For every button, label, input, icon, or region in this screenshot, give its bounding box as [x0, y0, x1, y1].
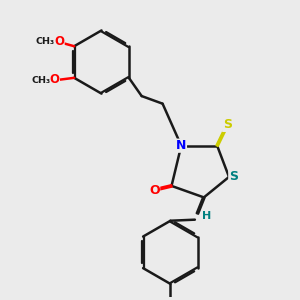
Text: CH₃: CH₃ — [36, 37, 55, 46]
Text: O: O — [50, 73, 59, 86]
Text: O: O — [149, 184, 160, 197]
Text: S: S — [223, 118, 232, 131]
Text: S: S — [229, 170, 238, 183]
Text: N: N — [176, 139, 186, 152]
Text: H: H — [202, 211, 211, 221]
Text: CH₃: CH₃ — [31, 76, 50, 85]
Text: O: O — [54, 35, 64, 48]
